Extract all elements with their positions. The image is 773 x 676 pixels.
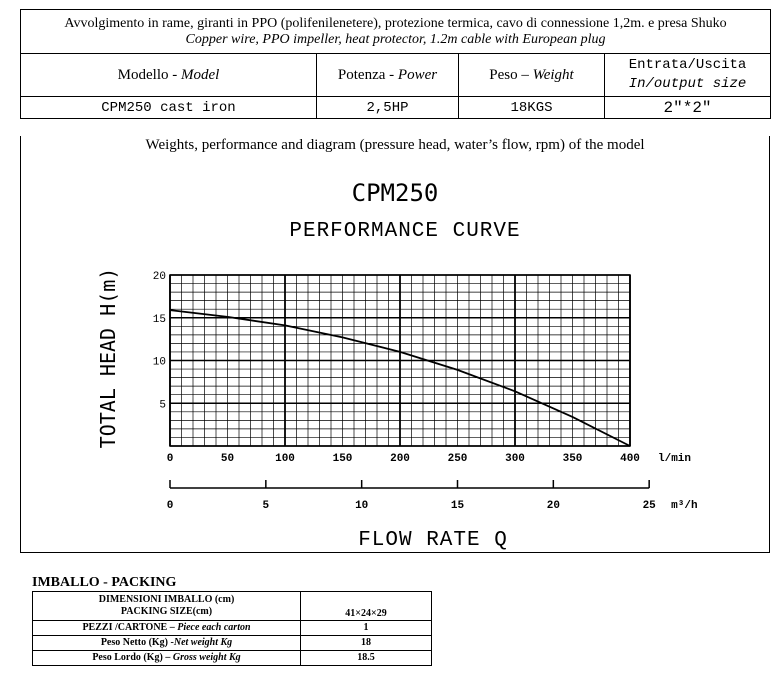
x2-tick-label: 20: [547, 500, 560, 512]
x-unit-label: l/min: [658, 453, 691, 465]
chart-caption: Weights, performance and diagram (pressu…: [145, 137, 645, 153]
chart-title: CPM250: [352, 179, 439, 207]
packing-title: IMBALLO - PACKING: [32, 575, 177, 590]
value-weight: 18KGS: [458, 96, 605, 119]
header-power: Potenza - Power: [316, 53, 459, 97]
y-axis-label: TOTAL HEAD H(m): [96, 268, 120, 449]
packing-gross-value: 18.5: [300, 650, 432, 666]
packing-table: DIMENSIONI IMBALLO (cm) PACKING SIZE(cm) …: [32, 591, 432, 666]
y-tick-label: 10: [153, 357, 166, 369]
packing-net-value: 18: [300, 635, 432, 651]
x-tick-label: 300: [505, 453, 525, 465]
x-tick-label: 350: [563, 453, 583, 465]
plot-frame: [169, 274, 631, 447]
x2-tick-label: 25: [643, 500, 657, 512]
x2-tick-label: 10: [355, 500, 368, 512]
description-cell: Avvolgimento in rame, giranti in PPO (po…: [19, 9, 772, 54]
chart-box: Weights, performance and diagram (pressu…: [20, 136, 770, 553]
spec-table: Avvolgimento in rame, giranti in PPO (po…: [19, 9, 772, 119]
x-tick-label: 150: [333, 453, 353, 465]
x2-tick-label: 15: [451, 500, 465, 512]
packing-gross-label: Peso Lordo (Kg) – Gross weight Kg: [32, 650, 301, 666]
x-tick-label: 400: [620, 453, 640, 465]
header-inoutput: Entrata/Uscita In/output size: [603, 53, 772, 97]
value-inoutput: 2″*2″: [603, 96, 772, 119]
x-tick-label: 0: [167, 453, 174, 465]
packing-net-label: Peso Netto (Kg) -Net weight Kg: [32, 635, 301, 651]
packing-size-label: DIMENSIONI IMBALLO (cm) PACKING SIZE(cm): [32, 591, 301, 621]
x-tick-label: 250: [448, 453, 468, 465]
description-english: Copper wire, PPO impeller, heat protecto…: [185, 31, 606, 47]
y-tick-label: 20: [153, 271, 166, 283]
value-power: 2,5HP: [316, 96, 459, 119]
x-axis-label: FLOW RATE Q: [358, 529, 508, 552]
y-tick-label: 5: [159, 399, 166, 411]
x2-tick-label: 5: [263, 500, 270, 512]
performance-curve: [169, 309, 631, 447]
x-tick-label: 200: [390, 453, 410, 465]
y-tick-label: 15: [153, 314, 166, 326]
chart-subtitle: PERFORMANCE CURVE: [289, 220, 520, 243]
description-italian: Avvolgimento in rame, giranti in PPO (po…: [64, 15, 727, 31]
x2-tick-label: 0: [167, 500, 174, 512]
x2-unit-label: m³/h: [671, 500, 697, 512]
header-weight: Peso – Weight: [458, 53, 605, 97]
x-tick-label: 100: [275, 453, 295, 465]
header-model: Modello - Model: [20, 53, 317, 97]
packing-pieces-label: PEZZI /CARTONE – Piece each carton: [32, 620, 301, 636]
packing-size-value: 41×24×29: [300, 591, 432, 621]
packing-pieces-value: 1: [300, 620, 432, 636]
value-model: CPM250 cast iron: [20, 96, 317, 119]
x-tick-label: 50: [221, 453, 234, 465]
